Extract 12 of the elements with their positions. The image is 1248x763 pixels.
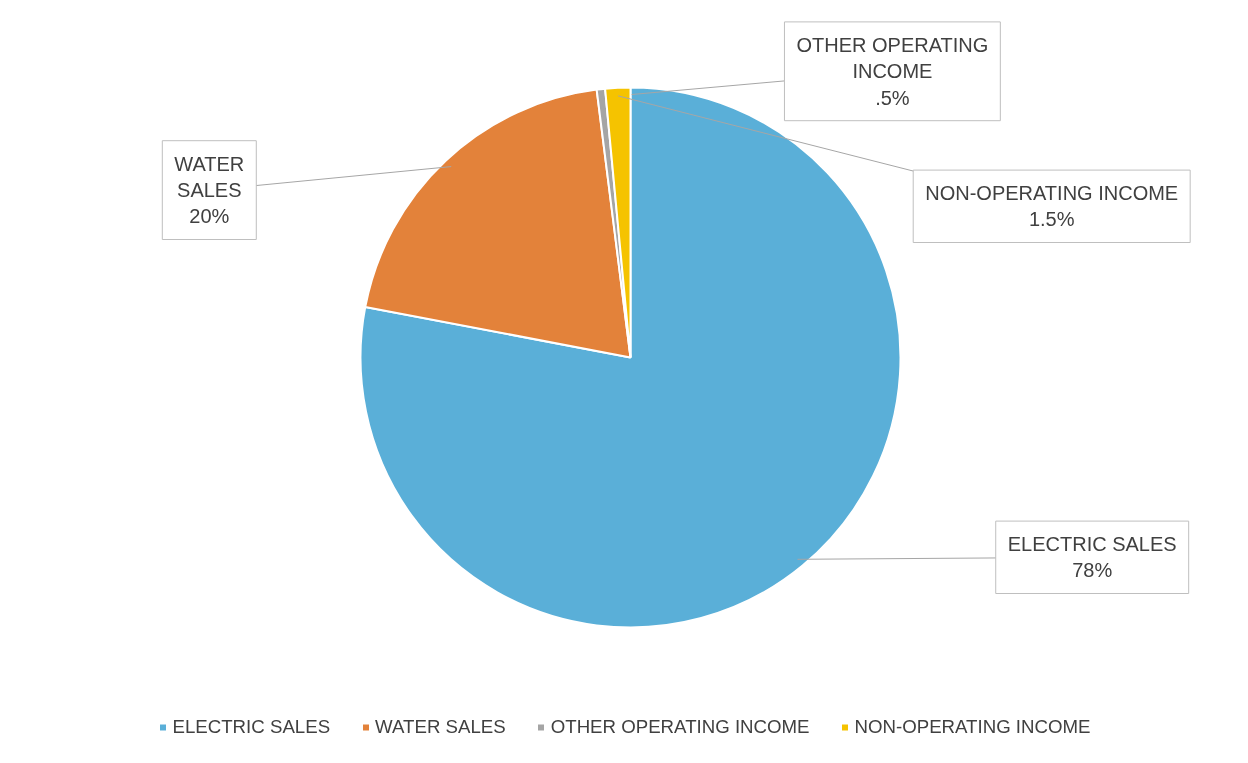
data-label: 1.5% — [1028, 208, 1075, 231]
legend-label: ELECTRIC SALES — [172, 716, 331, 738]
legend-label: WATER SALES — [375, 716, 506, 738]
slice-label: OTHER OPERATING INCOME — [796, 33, 989, 83]
data-label: 20% — [189, 205, 230, 228]
legend-label: OTHER OPERATING INCOME — [550, 716, 810, 738]
slice-label: WATER SALES — [174, 152, 245, 202]
data-label: 78% — [1072, 559, 1113, 582]
slice-label: NON-OPERATING INCOME — [925, 182, 1179, 205]
legend-label: NON-OPERATING INCOME — [854, 716, 1091, 738]
slice-label: ELECTRIC SALES — [1007, 533, 1177, 556]
data-label: .5% — [875, 86, 910, 109]
